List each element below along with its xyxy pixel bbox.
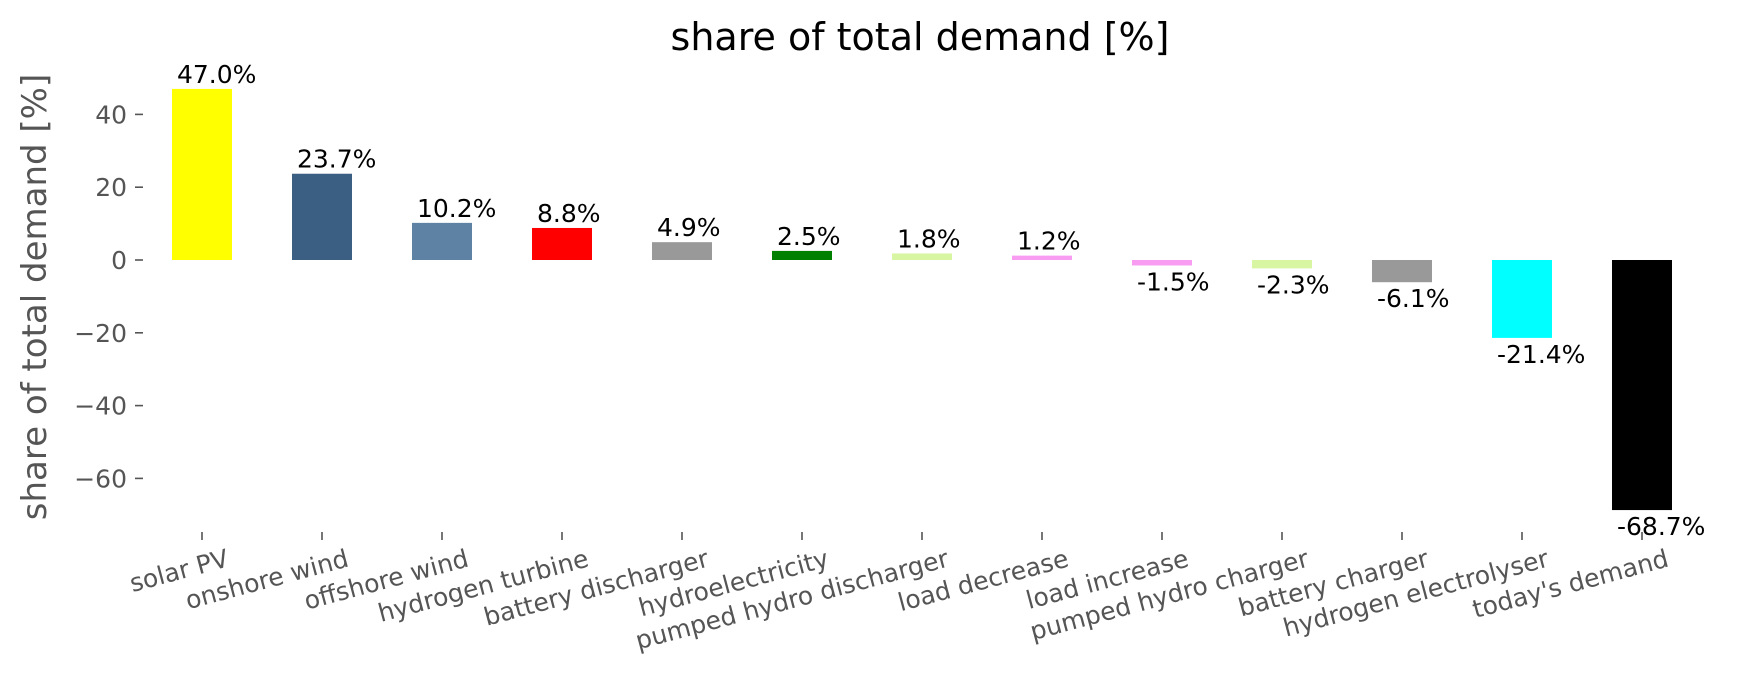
y-tick-label: 40: [95, 100, 127, 129]
y-tick-label: −60: [74, 464, 127, 493]
bar-8: [1132, 260, 1192, 266]
bar-value-label: 10.2%: [417, 194, 496, 223]
y-axis-label: share of total demand [%]: [15, 74, 55, 520]
y-tick-label: 0: [111, 246, 127, 275]
bars: [172, 88, 1672, 511]
bar-value-label: 47.0%: [177, 60, 256, 89]
chart-title: share of total demand [%]: [671, 15, 1170, 59]
bar-value-label: -68.7%: [1617, 512, 1705, 541]
y-tick-label: −20: [74, 319, 127, 348]
bar-11: [1492, 260, 1552, 338]
bar-9: [1252, 260, 1312, 269]
y-axis: 40 20 0 −20 −40 −60: [74, 100, 143, 493]
bar-value-label: 1.8%: [897, 224, 961, 253]
bar-6: [892, 253, 952, 260]
bar-value-label: 23.7%: [297, 145, 376, 174]
bar-value-label: 4.9%: [657, 213, 721, 242]
bar-value-label: 8.8%: [537, 199, 601, 228]
bar-2: [412, 222, 472, 260]
bar-12: [1612, 260, 1672, 511]
y-tick-label: 20: [95, 173, 127, 202]
bar-10: [1372, 260, 1432, 283]
bar-0: [172, 88, 232, 260]
bar-value-label: 2.5%: [777, 222, 841, 251]
bar-value-label: -6.1%: [1377, 284, 1450, 313]
bar-value-labels: 47.0% 23.7% 10.2% 8.8% 4.9% 2.5% 1.8% 1.2% -1.5%…: [177, 60, 1705, 541]
bar-value-label: -21.4%: [1497, 340, 1585, 369]
bar-1: [292, 173, 352, 260]
bar-3: [532, 227, 592, 260]
bar-5: [772, 250, 832, 260]
bar-value-label: -1.5%: [1137, 267, 1210, 296]
bar-4: [652, 242, 712, 260]
y-tick-label: −40: [74, 392, 127, 421]
bar-7: [1012, 255, 1072, 260]
bar-value-label: 1.2%: [1017, 227, 1081, 256]
bar-value-label: -2.3%: [1257, 270, 1330, 299]
